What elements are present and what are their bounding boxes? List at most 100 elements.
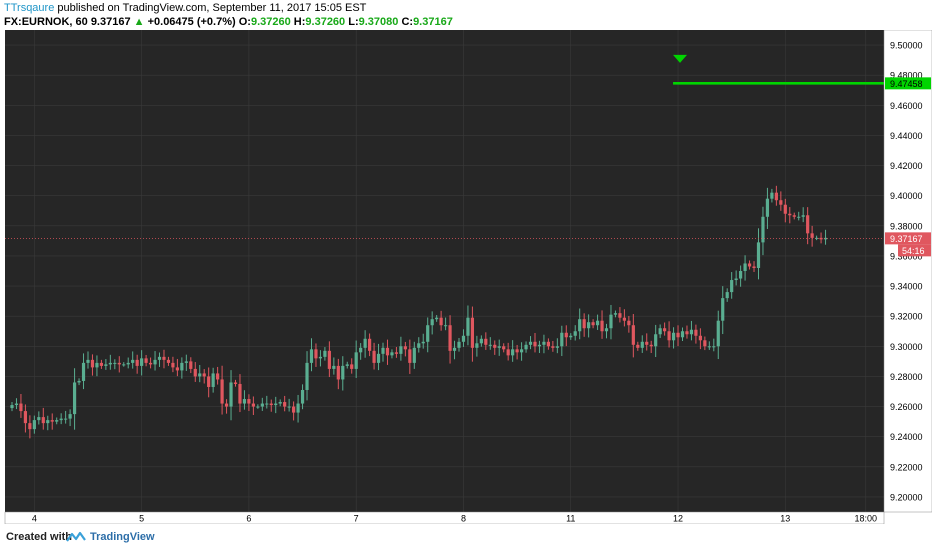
chart-area[interactable]: 9.20000 9.22000 9.24000 9.26000 9.28000 9.300… bbox=[0, 29, 932, 525]
chart-header: TTrsqaure published on TradingView.com, … bbox=[0, 0, 932, 30]
change-value: +0.06475 (+0.7%) bbox=[147, 16, 236, 28]
candle-body bbox=[792, 215, 796, 217]
time-axis-labels: 4 5 6 7 8 11 12 13 18:00 bbox=[32, 514, 877, 524]
candle-body bbox=[667, 331, 671, 341]
candle-body bbox=[484, 338, 488, 345]
candle-body bbox=[296, 403, 300, 413]
target-price-tag bbox=[885, 77, 931, 90]
candle-body bbox=[698, 335, 702, 341]
candle-body bbox=[193, 368, 197, 377]
price-tick-label: 9.30000 bbox=[890, 342, 923, 352]
price-tick-label: 9.26000 bbox=[890, 402, 923, 412]
open-value: 9.37260 bbox=[250, 16, 291, 28]
candle-body bbox=[274, 403, 278, 406]
candle-body bbox=[461, 335, 466, 342]
candle-body bbox=[28, 423, 32, 430]
candle-body bbox=[184, 361, 188, 363]
candle-body bbox=[278, 402, 282, 404]
candle-body bbox=[654, 334, 658, 347]
candle-body bbox=[649, 344, 653, 347]
candle-body bbox=[430, 319, 434, 326]
candle-body bbox=[354, 352, 358, 369]
time-tick-label: 6 bbox=[246, 514, 251, 524]
candle-body bbox=[211, 373, 215, 387]
candle-body bbox=[19, 403, 23, 412]
price-axis[interactable] bbox=[883, 29, 932, 513]
candle-body bbox=[202, 373, 206, 377]
candle-body bbox=[59, 418, 63, 421]
symbol-label[interactable]: FX:EURNOK, 60 bbox=[4, 16, 88, 28]
candle-body bbox=[542, 341, 546, 345]
candle-body bbox=[256, 406, 260, 408]
sell-arrow-icon bbox=[673, 54, 688, 63]
candle-body bbox=[283, 402, 287, 407]
price-tick-label: 9.20000 bbox=[890, 492, 923, 502]
candle-body bbox=[640, 341, 644, 348]
candle-body bbox=[37, 417, 41, 421]
candle-body bbox=[72, 382, 77, 415]
candle-body bbox=[823, 237, 828, 240]
candle-body bbox=[189, 361, 193, 369]
candle-body bbox=[309, 349, 314, 363]
candle-body bbox=[725, 292, 729, 299]
candle-body bbox=[403, 346, 407, 350]
candle-body bbox=[327, 350, 331, 369]
current-price-tag bbox=[885, 232, 931, 245]
candle-body bbox=[318, 356, 323, 359]
candle-body bbox=[595, 320, 600, 326]
candle-body bbox=[363, 338, 367, 348]
candle-body bbox=[341, 365, 345, 380]
candle-body bbox=[797, 216, 801, 218]
price-tick-label: 9.28000 bbox=[890, 372, 923, 382]
time-axis[interactable] bbox=[4, 511, 885, 525]
price-tags: 9.47458 9.37167 54:16 bbox=[885, 77, 931, 257]
candle-body bbox=[743, 263, 747, 271]
price-tick-label: 9.40000 bbox=[890, 191, 923, 201]
candle-body bbox=[488, 344, 492, 346]
candle-body bbox=[788, 213, 792, 216]
candle-body bbox=[14, 403, 19, 406]
candle-body bbox=[117, 362, 121, 365]
candle-body bbox=[300, 389, 305, 404]
price-tick-label: 9.48000 bbox=[890, 71, 923, 81]
current-price-label: 9.37167 bbox=[890, 234, 923, 244]
candle-body bbox=[314, 349, 318, 359]
candle-body bbox=[287, 406, 291, 408]
candle-body bbox=[412, 347, 416, 363]
candle-body bbox=[108, 362, 112, 365]
candle-body bbox=[537, 344, 542, 347]
candle-body bbox=[756, 242, 761, 268]
candle-body bbox=[470, 317, 475, 348]
tradingview-brand[interactable]: TradingView bbox=[90, 531, 155, 543]
tradingview-logo-icon[interactable] bbox=[66, 531, 86, 546]
candle-body bbox=[810, 233, 814, 238]
candles bbox=[10, 185, 828, 439]
candle-body bbox=[533, 341, 537, 347]
author-link[interactable]: TTrsqaure bbox=[4, 2, 55, 14]
candle-body bbox=[207, 376, 211, 387]
candle-body bbox=[242, 399, 247, 404]
candle-body bbox=[452, 347, 457, 351]
candle-body bbox=[680, 331, 685, 338]
price-tick-label: 9.24000 bbox=[890, 432, 923, 442]
candle-body bbox=[466, 317, 470, 336]
candle-body bbox=[23, 411, 28, 424]
candle-body bbox=[739, 271, 743, 279]
time-tick-label: 5 bbox=[139, 514, 144, 524]
candle-body bbox=[551, 346, 555, 348]
time-tick-label: 11 bbox=[566, 514, 575, 524]
candle-body bbox=[685, 331, 689, 335]
candle-body bbox=[220, 379, 224, 404]
countdown-tag bbox=[898, 244, 931, 257]
symbol-legend: FX:EURNOK, 60 9.37167 ▲ +0.06475 (+0.7%)… bbox=[4, 16, 453, 28]
candle-body bbox=[564, 332, 568, 338]
candle-body bbox=[131, 359, 135, 363]
price-tick-label: 9.44000 bbox=[890, 131, 923, 141]
candle-body bbox=[783, 204, 787, 214]
candle-body bbox=[747, 263, 752, 267]
candle-body bbox=[166, 359, 171, 363]
candlestick-chart[interactable]: 9.20000 9.22000 9.24000 9.26000 9.28000 9.300… bbox=[0, 29, 932, 525]
candle-body bbox=[524, 344, 528, 350]
candle-body bbox=[502, 346, 506, 350]
candle-body bbox=[332, 365, 336, 369]
